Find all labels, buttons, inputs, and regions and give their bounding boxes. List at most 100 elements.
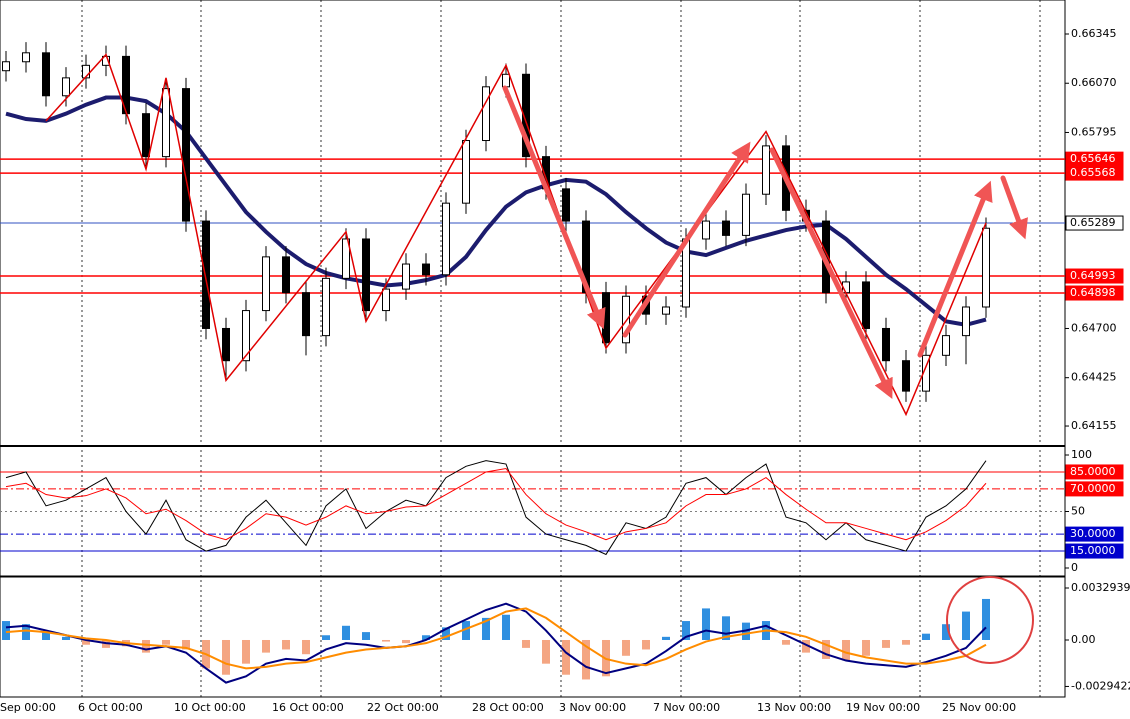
histogram-bar bbox=[442, 627, 450, 640]
histogram-bar bbox=[562, 639, 570, 675]
y-tick-label: 0.66070 bbox=[1071, 76, 1117, 89]
histogram-bar bbox=[522, 639, 530, 648]
candle-body bbox=[182, 88, 190, 222]
arrow bbox=[1000, 175, 1028, 240]
candle-body bbox=[942, 335, 950, 356]
y-tick-label: 0.00 bbox=[1071, 633, 1096, 646]
histogram-bar bbox=[162, 639, 170, 645]
x-tick-label: 28 Oct 00:00 bbox=[472, 701, 544, 714]
histogram-bar bbox=[662, 636, 670, 640]
level-label: 0.64993 bbox=[1070, 269, 1116, 282]
histogram-bar bbox=[902, 639, 910, 645]
histogram-bar bbox=[282, 639, 290, 650]
histogram-bar bbox=[482, 617, 490, 640]
candle-body bbox=[522, 73, 530, 158]
candle-body bbox=[762, 145, 770, 195]
candle-body bbox=[322, 277, 330, 337]
histogram-bar bbox=[542, 639, 550, 664]
histogram-bar bbox=[422, 635, 430, 640]
level-label-box bbox=[1065, 268, 1124, 284]
histogram-bar bbox=[382, 639, 390, 642]
level-label: 0.65289 bbox=[1070, 216, 1116, 229]
level-label: 0.65568 bbox=[1070, 166, 1116, 179]
candle-body bbox=[402, 263, 410, 290]
candle-body bbox=[222, 327, 230, 362]
level-label: 30.0000 bbox=[1070, 527, 1116, 540]
histogram-bar bbox=[622, 639, 630, 656]
histogram-bar bbox=[42, 632, 50, 640]
histogram-bar bbox=[222, 639, 230, 675]
level-label: 0.64898 bbox=[1070, 286, 1116, 299]
candle-body bbox=[742, 193, 750, 236]
candle-body bbox=[902, 360, 910, 392]
level-label: 70.0000 bbox=[1070, 482, 1116, 495]
y-tick-label: 0.65795 bbox=[1071, 125, 1117, 138]
x-tick-label: 3 Nov 00:00 bbox=[559, 701, 626, 714]
arrow bbox=[917, 180, 993, 358]
candle-body bbox=[422, 263, 430, 276]
histogram-bar bbox=[822, 639, 830, 659]
x-tick-label: 7 Nov 00:00 bbox=[653, 701, 720, 714]
highlight-circle bbox=[946, 576, 1034, 664]
arrows bbox=[502, 85, 1028, 400]
y-tick-label: 0.64700 bbox=[1071, 321, 1117, 334]
candle-body bbox=[722, 220, 730, 236]
histogram-bar bbox=[922, 633, 930, 640]
arrow bbox=[769, 147, 893, 400]
candle-body bbox=[982, 227, 990, 308]
arrow bbox=[622, 141, 751, 338]
candle-body bbox=[262, 256, 270, 312]
y-tick-label: 100 bbox=[1071, 448, 1092, 461]
plot bbox=[0, 0, 1065, 697]
y-tick-label: -0.0029422 bbox=[1071, 679, 1130, 692]
candle-body bbox=[2, 61, 10, 72]
level-label-box bbox=[1065, 526, 1124, 542]
candle-body bbox=[862, 281, 870, 329]
level-label: 15.0000 bbox=[1070, 544, 1116, 557]
candle-body bbox=[202, 220, 210, 329]
histogram-bar bbox=[642, 639, 650, 650]
x-tick-label: 6 Oct 00:00 bbox=[78, 701, 143, 714]
level-label-box bbox=[1065, 285, 1124, 301]
y-tick-label: 50 bbox=[1071, 505, 1085, 518]
candle-body bbox=[62, 77, 70, 97]
level-label-box bbox=[1065, 481, 1124, 497]
candle-body bbox=[342, 238, 350, 279]
candle-body bbox=[502, 73, 510, 88]
histogram-bar bbox=[722, 616, 730, 640]
x-tick-label: 10 Oct 00:00 bbox=[174, 701, 246, 714]
candle-body bbox=[962, 306, 970, 337]
level-label: 0.65646 bbox=[1070, 152, 1116, 165]
candle-body bbox=[162, 88, 170, 158]
x-tick-label: 25 Nov 00:00 bbox=[942, 701, 1016, 714]
candle-body bbox=[82, 64, 90, 79]
oscillator-line bbox=[5, 468, 987, 541]
histogram-bar bbox=[802, 639, 810, 653]
histogram-bar bbox=[362, 632, 370, 640]
candle-body bbox=[42, 52, 50, 97]
macd-line bbox=[5, 607, 987, 670]
candle-body bbox=[242, 310, 250, 362]
histogram-bar bbox=[62, 636, 70, 640]
histogram-bar bbox=[262, 639, 270, 653]
y-tick-label: 0.64425 bbox=[1071, 371, 1117, 384]
histogram-bar bbox=[782, 639, 790, 645]
candle-body bbox=[22, 52, 30, 63]
candle-body bbox=[302, 292, 310, 337]
arrow bbox=[502, 85, 606, 330]
candle-body bbox=[462, 140, 470, 204]
level-label-box bbox=[1065, 215, 1124, 231]
histogram-bar bbox=[682, 621, 690, 640]
histogram-bar bbox=[242, 639, 250, 664]
x-tick-label: 19 Nov 00:00 bbox=[846, 701, 920, 714]
histogram-bar bbox=[182, 639, 190, 650]
candle-body bbox=[282, 256, 290, 294]
histogram-bar bbox=[142, 639, 150, 653]
histogram-bar bbox=[82, 639, 90, 645]
histogram-bar bbox=[302, 639, 310, 655]
candle-body bbox=[562, 188, 570, 222]
histogram-bar bbox=[502, 614, 510, 640]
level-label-box bbox=[1065, 543, 1124, 559]
histogram-bar bbox=[462, 621, 470, 640]
